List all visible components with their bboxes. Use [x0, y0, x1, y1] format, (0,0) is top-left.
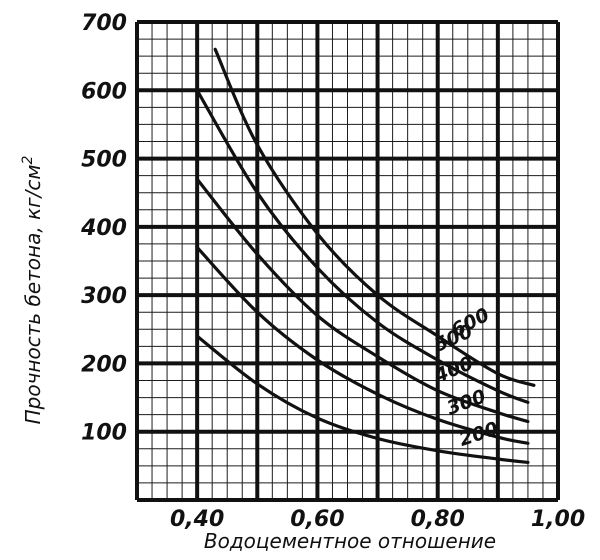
y-tick-label: 700	[81, 11, 127, 36]
x-tick-label: 0,40	[170, 507, 224, 532]
tick-labels: 100 200 300 400 500 600 700 0,40 0,60 0,80 1,00	[80, 11, 585, 532]
x-tick-label: 0,60	[290, 507, 344, 532]
series-line-400	[195, 177, 530, 424]
y-tick-label: 200	[81, 352, 127, 377]
series-lines	[195, 47, 536, 464]
series-line-600	[213, 47, 536, 387]
x-axis-title: Водоцементное отношение	[204, 529, 496, 553]
series-line-500	[195, 88, 530, 404]
series-line-300	[195, 245, 530, 445]
x-tick-label: 0,80	[411, 507, 465, 532]
y-axis-title-superscript: 2	[20, 156, 36, 165]
curve-label-200: 200	[457, 418, 502, 451]
y-axis-title: Прочность бетона, кг/см2	[20, 156, 45, 425]
y-tick-label: 500	[81, 148, 127, 173]
y-tick-label: 300	[81, 284, 127, 309]
y-tick-label: 400	[80, 216, 127, 241]
x-tick-label: 1,00	[531, 507, 585, 532]
y-tick-label: 100	[81, 421, 127, 446]
series-line-200	[195, 334, 530, 464]
grid	[135, 20, 560, 502]
y-tick-label: 600	[81, 79, 127, 104]
y-axis-title-main: Прочность бетона, кг/см	[21, 165, 45, 425]
